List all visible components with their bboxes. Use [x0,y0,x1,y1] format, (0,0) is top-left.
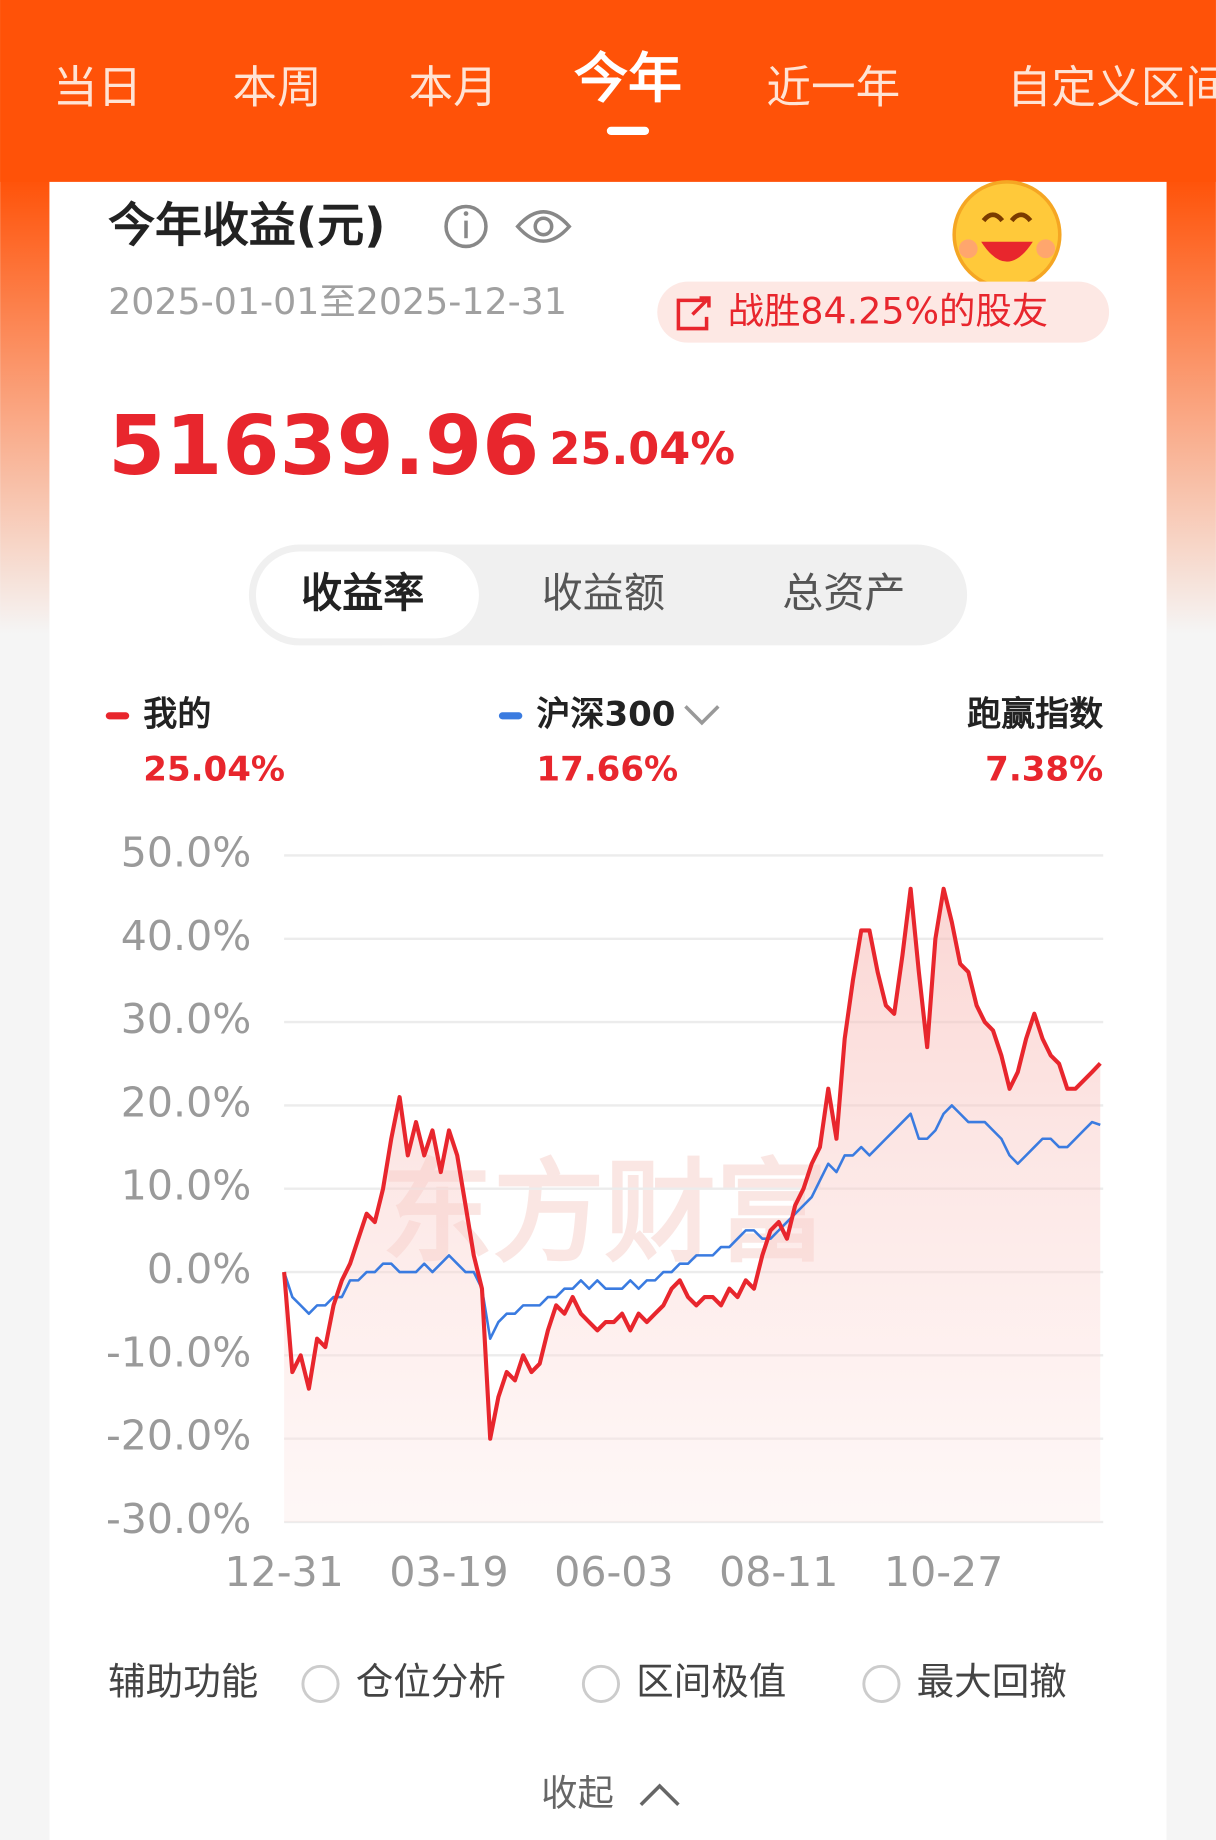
tools-label: 辅助功能 [108,1659,258,1703]
collapse-label: 收起 [541,1771,614,1814]
y-tick-label: 30.0% [121,995,251,1043]
tab-indicator [606,126,650,135]
series-line [282,886,1102,1441]
series-line [282,1104,1101,1340]
legend: 我的 25.04% 沪深300 17.66% [105,694,678,789]
legend-label: 沪深300 [536,694,675,734]
x-tick-label: 12-31 [224,1548,343,1596]
legend-swatch [105,712,130,720]
y-tick-label: -10.0% [106,1328,251,1376]
x-tick-label: 06-03 [554,1548,673,1596]
plot: 50.0% 40.0% 30.0% 20.0% 10.0% 0.0% -10.0% -20.0… [106,828,1104,1596]
y-tick-label: -20.0% [106,1412,251,1460]
legend-value: 25.04% [143,749,285,789]
tab[interactable]: 当日 [53,61,142,113]
share-badge[interactable]: 战胜84.25%的股友 [657,281,1110,343]
card-title: 今年收益(元) [108,198,385,253]
radio[interactable] [862,1664,901,1703]
segments: 收益率 收益额 总资产 [255,551,905,639]
segment[interactable]: 总资产 [782,569,905,617]
radio[interactable] [301,1664,340,1703]
tool-option[interactable]: 仓位分析 [356,1659,506,1703]
tool-option[interactable]: 最大回撤 [917,1659,1067,1703]
legend-value: 17.66% [536,749,678,789]
rate: 25.04% [549,423,735,475]
x-tick-label: 10-27 [884,1548,1003,1596]
tab[interactable]: 今年 [574,47,682,110]
tab[interactable]: 本周 [233,61,322,113]
tabs: 当日 本周 本月 今年 近一年 自定义区间 [53,47,1216,135]
segment[interactable]: 收益率 [301,569,424,617]
y-tick-label: 0.0% [147,1245,251,1293]
tab[interactable]: 近一年 [766,61,900,113]
index-dropdown[interactable] [684,705,720,726]
info-icon[interactable] [444,204,488,249]
date-range: 2025-01-01至2025-12-31 [108,280,567,323]
tools: 仓位分析 区间极值 最大回撤 [301,1659,1067,1703]
segment-active [255,551,479,639]
outperform-value: 7.38% [985,749,1103,789]
amount: 51639.96 [108,399,539,494]
outperform-label: 跑赢指数 [967,694,1103,734]
y-tick-label: 40.0% [121,912,251,960]
y-tick-label: -30.0% [106,1495,251,1543]
tool-option[interactable]: 区间极值 [636,1659,786,1703]
collapse-button[interactable]: 收起 [541,1771,680,1814]
mascot [952,180,1062,290]
x-tick-label: 03-19 [389,1548,508,1596]
segment[interactable]: 收益额 [542,569,665,617]
tab[interactable]: 自定义区间 [1007,61,1216,113]
y-tick-label: 10.0% [121,1162,251,1210]
legend-label: 我的 [143,694,211,734]
radio[interactable] [581,1664,621,1703]
area [284,888,1101,1522]
y-tick-label: 20.0% [121,1078,251,1126]
legend-swatch [498,712,523,720]
badge-text: 战胜84.25%的股友 [728,289,1048,332]
tab[interactable]: 本月 [409,61,498,113]
eye-icon[interactable] [515,210,572,243]
y-tick-label: 50.0% [121,828,251,876]
tab-bar [0,0,1216,182]
x-tick-label: 08-11 [719,1548,838,1596]
